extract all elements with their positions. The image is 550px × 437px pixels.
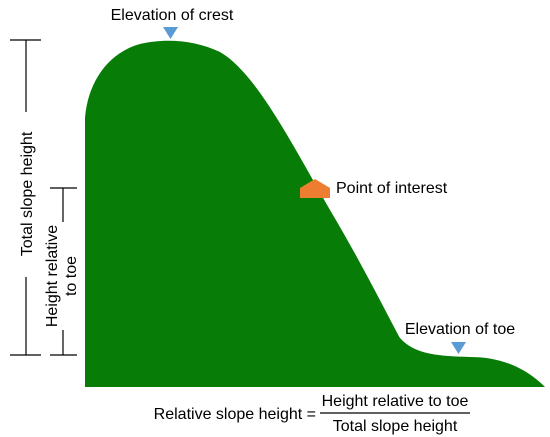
slope-shape — [85, 40, 545, 387]
height-relative-label-line2: to toe — [63, 256, 80, 296]
point-of-interest-marker-icon — [300, 179, 330, 198]
formula-lhs: Relative slope height = — [154, 406, 316, 423]
formula-denominator: Total slope height — [333, 418, 458, 435]
crest-marker-icon — [163, 27, 178, 39]
total-height-dimension — [10, 39, 41, 356]
point-of-interest-label: Point of interest — [336, 180, 448, 197]
toe-marker-icon — [451, 342, 466, 354]
formula-numerator: Height relative to toe — [322, 393, 469, 410]
height-relative-label: Height relative — [44, 225, 61, 327]
toe-label: Elevation of toe — [405, 321, 515, 338]
crest-label: Elevation of crest — [111, 7, 234, 24]
total-height-label: Total slope height — [19, 131, 36, 256]
height-relative-dimension — [50, 187, 77, 356]
